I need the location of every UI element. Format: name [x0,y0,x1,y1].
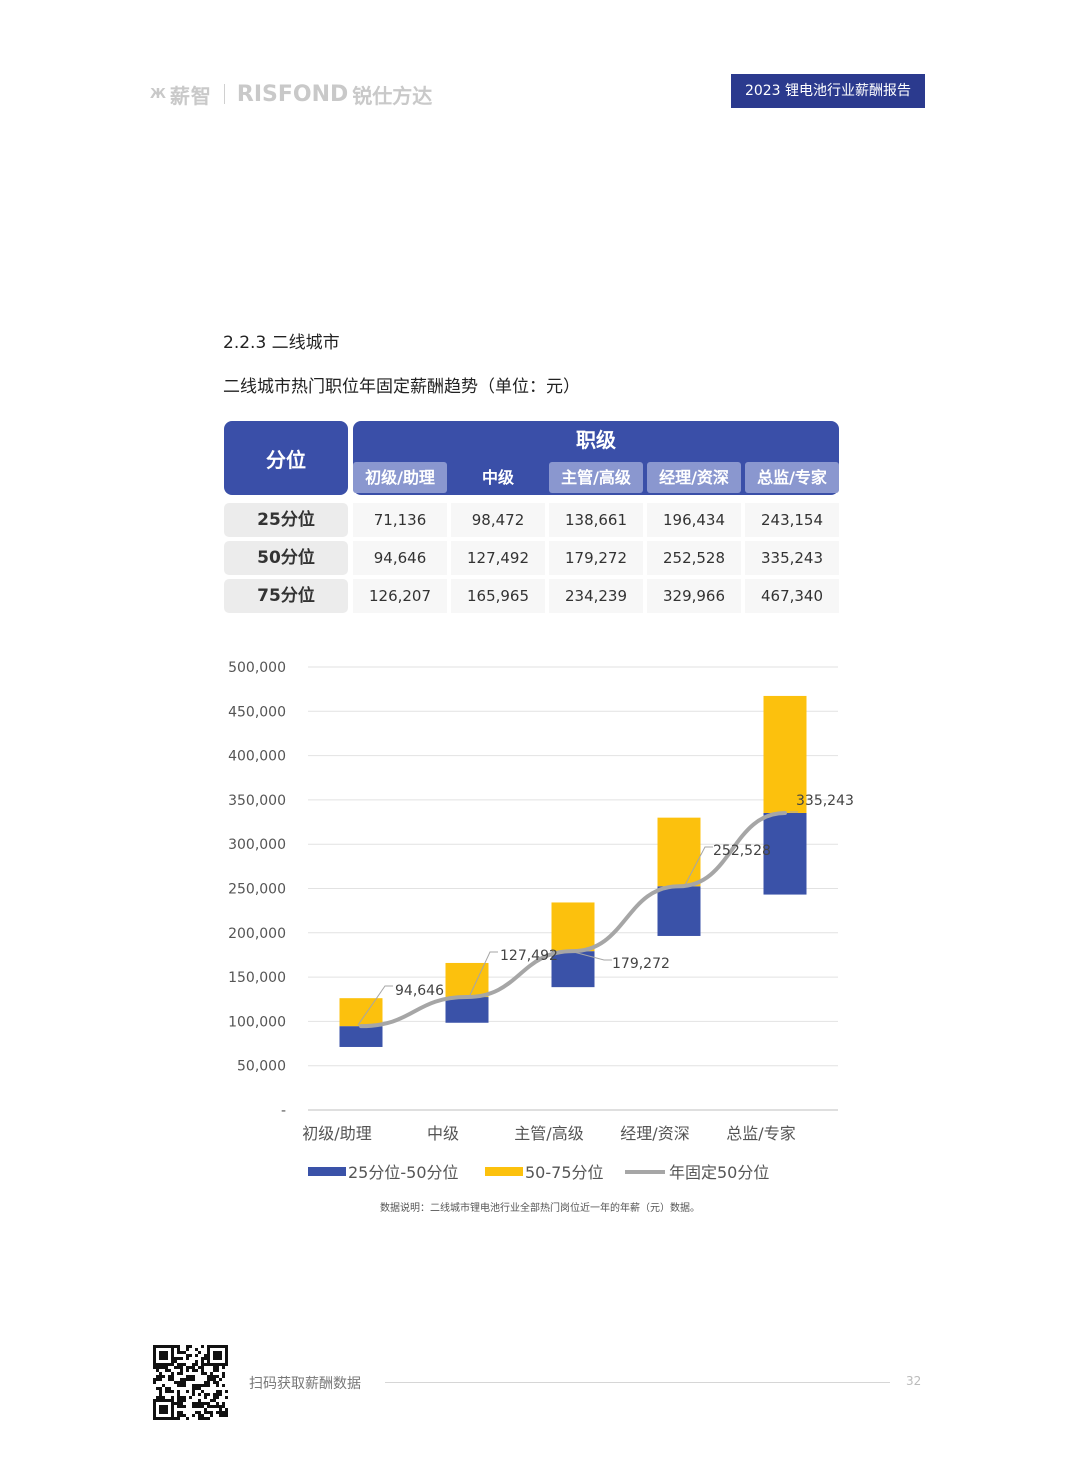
y-tick-label: - [281,1103,286,1119]
x-tick-label: 初级/助理 [302,1124,371,1143]
legend-label: 年固定50分位 [669,1163,769,1182]
logo-mark-icon: Ж [150,86,166,102]
data-label: 179,272 [612,956,670,972]
report-title-badge: 2023 锂电池行业薪酬报告 [731,74,925,108]
legend-label: 25分位-50分位 [348,1163,459,1182]
y-tick-label: 100,000 [228,1014,286,1030]
bar-p50-p75 [657,817,701,887]
bar-p25-p50 [445,997,489,1023]
y-tick-label: 350,000 [228,793,286,809]
data-label-leader [357,985,393,1026]
table-cell: 234,239 [549,579,643,613]
table-cell: 126,207 [353,579,447,613]
table-cell: 94,646 [353,541,447,575]
table-cell: 98,472 [451,503,545,537]
salary-trend-chart: - 50,000 100,000 150,000 200,000 250,000 300,0… [228,660,854,1182]
legend-swatch [308,1167,346,1176]
table-cell: 179,272 [549,541,643,575]
y-tick-label: 450,000 [228,704,286,720]
y-tick-label: 200,000 [228,926,286,942]
bar-p50-p75 [339,998,383,1027]
table-row-label: 50分位 [224,541,348,575]
y-tick-label: 50,000 [237,1059,286,1075]
table-cell: 335,243 [745,541,839,575]
logo-risfond: RISFOND [236,81,349,107]
table-cell: 165,965 [451,579,545,613]
y-tick-label: 250,000 [228,882,286,898]
table-column-header: 总监/专家 [745,462,839,493]
data-label: 127,492 [500,948,558,964]
table-cell: 138,661 [549,503,643,537]
x-tick-label: 中级 [427,1124,459,1143]
x-tick-label: 总监/专家 [726,1124,795,1143]
table-column-header: 初级/助理 [353,462,447,493]
y-tick-label: 300,000 [228,837,286,853]
bar-p25-p50 [551,951,595,988]
data-label-leader [469,951,498,996]
table-cell: 467,340 [745,579,839,613]
table-row-label: 25分位 [224,503,348,537]
table-group-label: 职级 [576,428,616,452]
section-title: 2.2.3 二线城市 [223,333,340,353]
table-column-header: 主管/高级 [549,462,643,493]
x-tick-label: 主管/高级 [514,1124,583,1143]
bar-p25-p50 [763,812,807,895]
data-footnote: 数据说明：二线城市锂电池行业全部热门岗位近一年的年薪（元）数据。 [380,1203,700,1214]
qr-code-icon [153,1345,228,1420]
footer-divider [385,1382,890,1383]
data-label: 335,243 [796,793,854,809]
brand-logo: Ж 薪智 RISFOND 锐仕方达 [150,78,432,110]
data-label-leader [684,846,713,886]
y-tick-label: 500,000 [228,660,286,676]
median-line [359,810,787,1029]
legend-swatch [485,1167,523,1176]
y-tick-label: 400,000 [228,749,286,765]
bar-p50-p75 [763,695,807,813]
data-label: 252,528 [713,843,771,859]
legend-label: 50-75分位 [525,1163,604,1182]
logo-xinzhi: 薪智 [169,83,212,108]
logo-risfond-cn: 锐仕方达 [352,83,433,108]
bar-p50-p75 [445,962,489,998]
x-tick-label: 经理/资深 [620,1124,689,1143]
bar-p25-p50 [657,886,701,936]
table-cell: 243,154 [745,503,839,537]
data-label-leader [565,949,612,961]
chart-title: 二线城市热门职位年固定薪酬趋势（单位：元） [223,377,580,397]
table-column-header: 经理/资深 [647,462,741,493]
table-cell: 71,136 [353,503,447,537]
table-corner-header: 分位 [224,421,348,495]
table-column-header: 中级 [451,462,545,493]
table-cell: 127,492 [451,541,545,575]
data-label: 94,646 [395,983,444,999]
bar-p25-p50 [339,1026,383,1047]
y-tick-label: 150,000 [228,970,286,986]
page-number: 32 [906,1374,922,1388]
table-cell: 196,434 [647,503,741,537]
table-cell: 329,966 [647,579,741,613]
table-row-label: 75分位 [224,579,348,613]
logo-separator [223,84,225,104]
bar-p50-p75 [551,902,595,952]
scan-prompt: 扫码获取薪酬数据 [249,1376,361,1392]
table-cell: 252,528 [647,541,741,575]
